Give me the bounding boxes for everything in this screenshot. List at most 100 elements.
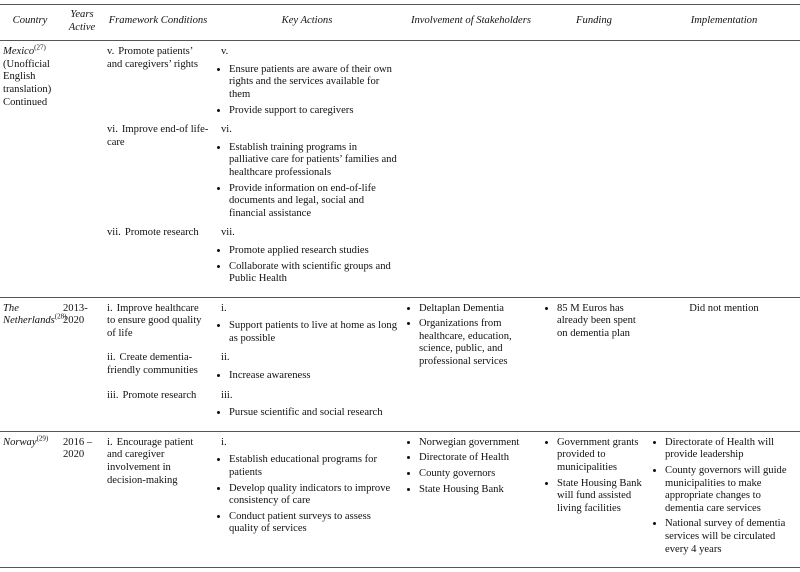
action-list: Establish training programs in palliativ…: [215, 142, 399, 221]
action: Ensure patients are aware of their own r…: [229, 64, 399, 102]
years-cell: 2016 – 2020: [60, 430, 104, 568]
table-row: ii. Create dementia-friendly communities i…: [0, 350, 800, 387]
item-number: iii.: [107, 389, 119, 401]
item-text: Promote patients’ and caregivers’ rights: [107, 46, 198, 70]
framework-cell: ii. Create dementia-friendly communities: [104, 350, 212, 387]
column-header: Framework Conditions: [104, 3, 212, 42]
action: Increase awareness: [229, 370, 399, 383]
action-number: i.: [221, 302, 227, 314]
funding-item-list: Government grants provided to municipali…: [543, 437, 645, 516]
action-number: vi.: [221, 124, 232, 136]
funding-item: State Housing Bank will fund assisted li…: [557, 478, 645, 516]
column-header: Country: [0, 3, 60, 42]
item-text: Encourage patient and caregiver involvem…: [107, 436, 194, 486]
item-text: Create dementia-friendly communities: [107, 352, 198, 377]
reference: (29): [36, 434, 49, 443]
column-header: Key Actions: [212, 3, 402, 42]
table-body: Mexico(27) (Unofficial English translatio…: [0, 41, 800, 568]
implementation-cell: Directorate of Health will provide leade…: [648, 430, 800, 568]
action: Develop quality indicators to improve co…: [229, 483, 399, 508]
action-list: Support patients to live at home as long…: [215, 320, 399, 345]
funding-item: 85 M Euros has already been spent on dem…: [557, 303, 645, 341]
action-number: v.: [221, 46, 229, 58]
implementation-text: Did not mention: [689, 302, 759, 314]
column-header: Implementation: [648, 3, 800, 42]
column-header: Involvement of Stakeholders: [402, 3, 540, 42]
funding-cell: 85 M Euros has already been spent on dem…: [540, 296, 648, 432]
item-text: Promote research: [122, 389, 197, 401]
implementation-item: National survey of dementia services wil…: [665, 518, 797, 556]
framework-cell: iii. Promote research: [104, 388, 212, 432]
action-list: Pursue scientific and social research: [215, 407, 399, 420]
stakeholder-list: Norwegian government Directorate of Healt…: [405, 437, 537, 496]
action-number: ii.: [221, 352, 230, 364]
item-number: i.: [107, 302, 113, 314]
actions-cell: v.Ensure patients are aware of their own…: [212, 41, 402, 122]
framework-item: iii. Promote research: [107, 390, 209, 403]
actions-cell: vi. Establish training programs in pallia…: [212, 122, 402, 225]
implementation-cell: Did not mention: [648, 296, 800, 432]
action: Conduct patient surveys to assess qualit…: [229, 511, 399, 536]
country-line: Mexico(27): [3, 44, 57, 59]
actions-cell: i.Support patients to live at home as lo…: [212, 296, 402, 351]
funding-cell: Government grants provided to municipali…: [540, 430, 648, 568]
framework-cell: i. Improve healthcare to ensure good qual…: [104, 296, 212, 351]
stakeholders-cell: Deltaplan Dementia Organizations from hea…: [402, 296, 540, 432]
framework-item: vii. Promote research: [107, 227, 209, 240]
framework-cell: vi. Improve end-of life-care: [104, 122, 212, 225]
table-row: Mexico(27) (Unofficial English translatio…: [0, 41, 800, 122]
stakeholder: Norwegian government: [419, 437, 537, 450]
country-name: Norway: [3, 436, 37, 448]
action: Establish training programs in palliativ…: [229, 142, 399, 180]
item-number: i.: [107, 436, 113, 448]
action: Provide support to caregivers: [229, 105, 399, 118]
years-active: 2016 – 2020: [63, 436, 93, 461]
stakeholder: State Housing Bank: [419, 484, 537, 497]
item-text: Promote research: [124, 227, 199, 239]
action-number: i.: [221, 436, 227, 448]
item-text: Improve healthcare to ensure good qualit…: [107, 302, 202, 339]
action: Pursue scientific and social research: [229, 407, 399, 420]
reference: (28): [54, 312, 67, 321]
framework-item: v. Promote patients’ and caregivers’ righ…: [107, 46, 209, 71]
actions-cell: vii. Promote applied research studies Coll…: [212, 225, 402, 297]
framework-item: vi. Improve end-of life-care: [107, 124, 209, 149]
implementation-item-list: Directorate of Health will provide leade…: [651, 437, 797, 556]
actions-cell: ii. Increase awareness: [212, 350, 402, 387]
stakeholder: Organizations from healthcare, education…: [419, 318, 537, 368]
years-cell: [60, 41, 104, 298]
country-note: Continued: [3, 96, 48, 108]
framework-item: ii. Create dementia-friendly communities: [107, 352, 209, 377]
country-note: (Unofficial English translation): [3, 58, 52, 95]
policy-table: Country Years Active Framework Conditions K…: [0, 3, 800, 569]
item-number: ii.: [107, 352, 116, 364]
action-number: iii.: [221, 389, 233, 401]
action: Provide information on end-of-life docum…: [229, 183, 399, 221]
action: Support patients to live at home as long…: [229, 320, 399, 345]
action-number: vii.: [221, 227, 235, 239]
framework-cell: vii. Promote research: [104, 225, 212, 297]
actions-cell: i.Establish educational programs for pat…: [212, 430, 402, 568]
stakeholders-cell: [402, 41, 540, 298]
framework-cell: v. Promote patients’ and caregivers’ righ…: [104, 41, 212, 122]
action: Collaborate with scientific groups and P…: [229, 261, 399, 286]
stakeholder: Directorate of Health: [419, 452, 537, 465]
country-name: The Netherlands: [3, 302, 55, 327]
stakeholder: County governors: [419, 468, 537, 481]
column-header: Funding: [540, 3, 648, 42]
actions-cell: iii. Pursue scientific and social researc…: [212, 388, 402, 432]
framework-cell: i. Encourage patient and caregiver involv…: [104, 430, 212, 568]
table-row: vi.Improve end-of life-carevi.Establish …: [0, 122, 800, 225]
funding-item: Government grants provided to municipali…: [557, 437, 645, 475]
years-cell: 2013-2020: [60, 296, 104, 432]
header-row: Country Years Active Framework Conditions K…: [0, 3, 800, 42]
item-number: vi.: [107, 124, 118, 136]
action-list: Ensure patients are aware of their own r…: [215, 64, 399, 117]
implementation-cell: [648, 41, 800, 298]
stakeholders-cell: Norwegian government Directorate of Healt…: [402, 430, 540, 568]
stakeholder-list: Deltaplan Dementia Organizations from hea…: [405, 303, 537, 369]
table-row: Norway(29) 2016 – 2020 i. Encourage patient…: [0, 430, 800, 568]
item-text: Improve end-of life-care: [107, 124, 209, 148]
